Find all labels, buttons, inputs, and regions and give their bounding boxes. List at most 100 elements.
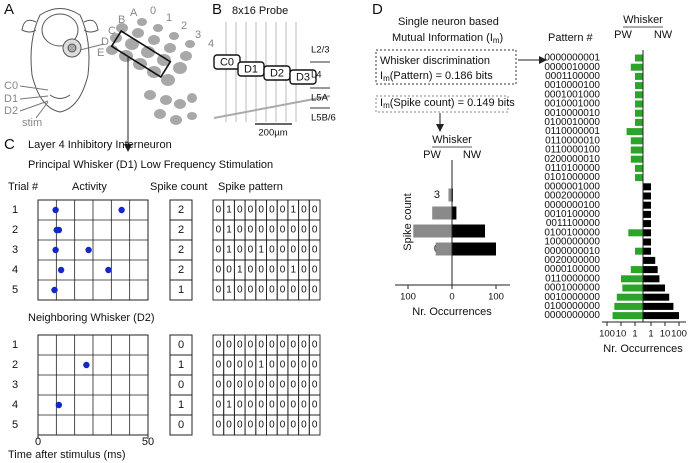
bar (630, 146, 643, 154)
bar (452, 242, 496, 256)
label: 0 (301, 225, 307, 236)
label: 3 (195, 29, 201, 41)
panel-letter: A (4, 1, 14, 18)
label: 3 (12, 244, 18, 256)
label: Principal Whisker (D1) Low Frequency Sti… (28, 159, 273, 171)
y-tick-label: 3 (434, 189, 440, 201)
count-cell (169, 414, 193, 436)
label: D1 (244, 63, 258, 75)
text-part: I (380, 97, 383, 109)
label: Time after stimulus (ms) (8, 449, 126, 461)
count-cell (169, 279, 193, 301)
label: 0 (216, 380, 222, 391)
bar (622, 284, 643, 292)
y-tick-label: 0011100000 (546, 218, 601, 229)
label: 0 (216, 340, 222, 351)
mi-box (375, 49, 517, 85)
label: 0 (312, 265, 318, 276)
label: 0 (301, 360, 307, 371)
label: 0 (312, 245, 318, 256)
label: 1 (12, 339, 18, 351)
y-tick-label: 0110000001 (545, 126, 600, 137)
label: 0 (226, 420, 232, 431)
legend-title: Whisker (432, 134, 472, 146)
bar (413, 224, 452, 238)
x-tick-label: 1 (632, 329, 637, 340)
label: 0 (269, 245, 275, 256)
label: 0 (248, 400, 254, 411)
bar (635, 164, 643, 172)
bar (643, 201, 651, 209)
label: 0 (269, 205, 275, 216)
label: 3 (12, 379, 18, 391)
label: 0 (150, 5, 156, 17)
label: 1 (12, 204, 18, 216)
y-tick-label: 1000000000 (544, 237, 600, 248)
label: 0 (237, 400, 243, 411)
bar (635, 100, 643, 108)
label: 0 (248, 265, 254, 276)
y-tick-label: 0000000000 (544, 310, 600, 321)
bar (643, 229, 651, 237)
label: 1 (290, 265, 296, 276)
label: 0 (301, 285, 307, 296)
label: 0 (290, 380, 296, 391)
label: 0 (312, 400, 318, 411)
label: Layer 4 Inhibitory Interneuron (28, 139, 172, 151)
label: 5 (12, 284, 18, 296)
label: 0 (258, 285, 264, 296)
spike (118, 206, 125, 214)
label: 4 (12, 399, 18, 411)
label: 0 (269, 420, 275, 431)
label: 0 (290, 245, 296, 256)
spike (52, 206, 59, 214)
panel-letter: B (212, 1, 222, 18)
bar (635, 174, 643, 182)
barrel (289, 69, 317, 85)
spike (52, 246, 59, 254)
legend-entry: NW (654, 29, 673, 41)
text-part: I (380, 70, 383, 82)
label: 0 (216, 400, 222, 411)
label: 1 (166, 12, 172, 24)
mi-box (375, 95, 509, 113)
bar (635, 247, 643, 255)
label: 2 (178, 204, 184, 216)
label: 0 (280, 420, 286, 431)
label: 2 (178, 244, 184, 256)
label: 0 (280, 205, 286, 216)
label: 0 (312, 225, 318, 236)
label: Activity (72, 181, 107, 193)
label: 0 (280, 245, 286, 256)
label: 0 (237, 360, 243, 371)
label: L5A (311, 93, 329, 104)
label: 1 (226, 205, 232, 216)
label: 0 (216, 285, 222, 296)
label: 0 (301, 205, 307, 216)
bar (626, 128, 643, 136)
label: 1 (178, 359, 184, 371)
bar (643, 210, 651, 218)
label: 0 (290, 340, 296, 351)
label: 0 (237, 285, 243, 296)
x-tick-label: 10 (660, 329, 671, 340)
label: 0 (269, 340, 275, 351)
label: C0 (4, 80, 18, 92)
bar (635, 109, 643, 117)
label: Im(Spike count) = 0.149 bits (380, 97, 515, 110)
label: 0 (301, 420, 307, 431)
bar (643, 312, 679, 320)
y-tick-label: 0010000100 (544, 80, 600, 91)
bar (643, 293, 670, 301)
label: 0 (216, 265, 222, 276)
bar (432, 206, 452, 220)
subscript: m (383, 101, 390, 110)
label: 0 (248, 380, 254, 391)
label: 0 (248, 285, 254, 296)
x-tick-label: 1 (648, 329, 653, 340)
label: 0 (248, 205, 254, 216)
label: 0 (312, 360, 318, 371)
y-tick-label: 0020000000 (544, 255, 600, 266)
label: 1 (226, 225, 232, 236)
